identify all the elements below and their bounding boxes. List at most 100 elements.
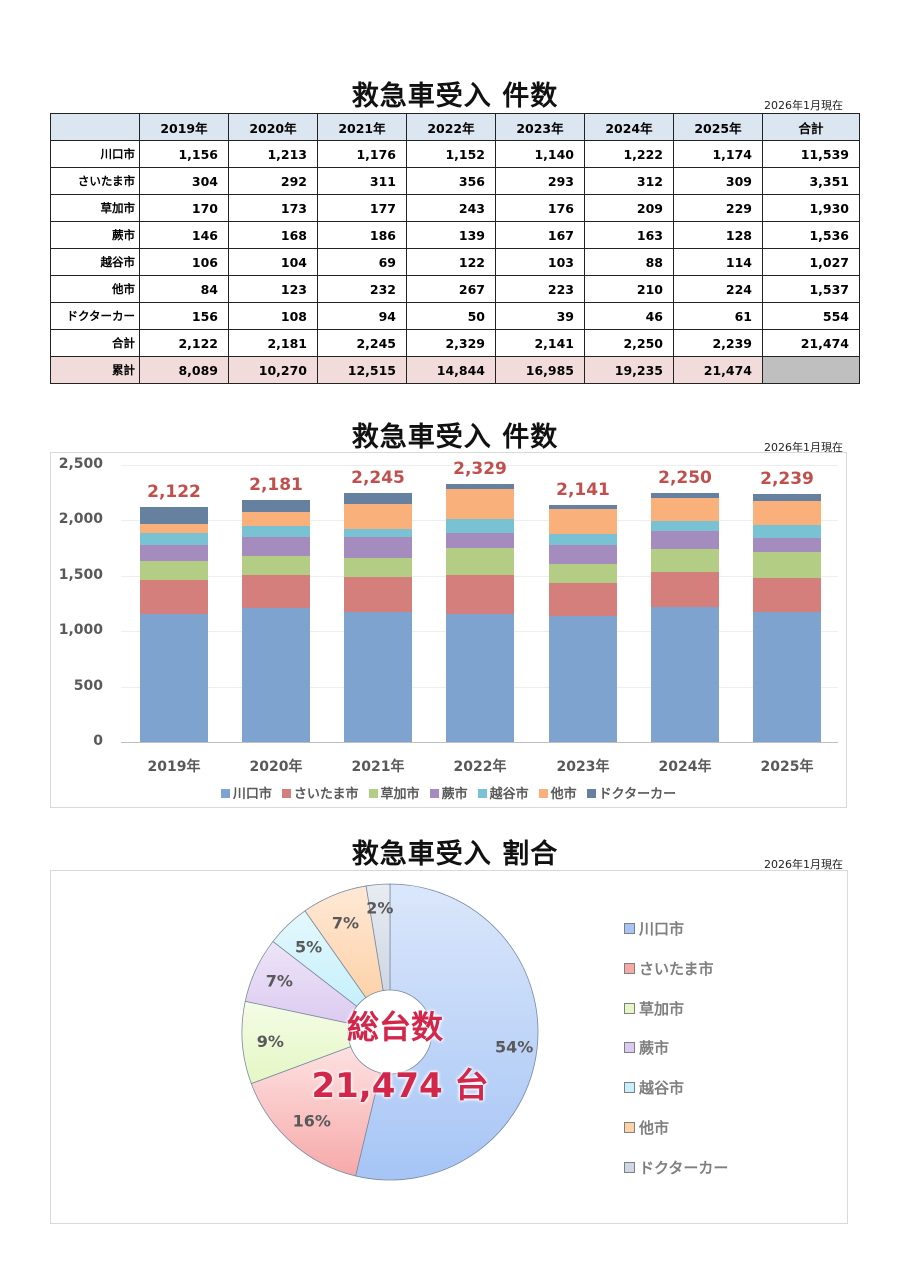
bar-segment <box>344 529 412 537</box>
table-cell: 176 <box>495 194 585 222</box>
table-cell: 210 <box>584 275 674 303</box>
y-axis-tick-label: 1,500 <box>58 566 103 583</box>
bar-segment <box>446 483 514 490</box>
table-cell: 50 <box>406 302 496 330</box>
legend-swatch-icon <box>368 789 378 798</box>
gridline <box>121 742 838 743</box>
legend-swatch-icon <box>624 1121 635 1133</box>
table-cell: 84 <box>139 275 229 303</box>
bar-segment <box>242 607 310 742</box>
bar-segment <box>753 538 821 553</box>
x-axis-tick-label: 2025年 <box>760 759 814 775</box>
pie-chart-legend: 川口市 さいたま市 草加市 蕨市 越谷市 他市 ドクターカー <box>624 918 728 1197</box>
table-row: 他市 84 123 232 267 223 210 224 1,537 <box>50 275 860 303</box>
row-header: 合計 <box>50 329 140 357</box>
bar-segment <box>549 509 617 534</box>
table-cell: 1,537 <box>762 275 860 303</box>
bar-segment <box>753 552 821 578</box>
bar-total-label: 2,329 <box>453 458 507 479</box>
table-cell: 103 <box>495 248 585 276</box>
table-cell: 1,213 <box>228 140 318 168</box>
bar-segment <box>344 557 412 578</box>
bar-segment <box>140 545 208 562</box>
bar-segment <box>344 611 412 742</box>
table-cell: 46 <box>584 302 674 330</box>
table-cell: 223 <box>495 275 585 303</box>
table-cell: 139 <box>406 221 496 249</box>
bar-segment <box>344 537 412 558</box>
table-cell: 173 <box>228 194 318 222</box>
table-row: 合計 2,122 2,181 2,245 2,329 2,141 2,250 2,239 21,… <box>50 329 860 357</box>
bar-chart-plot-area: 0 500 1,000 1,500 2,000 2,500 2,122 2019年 2,181 2… <box>51 453 846 807</box>
bar-total-label: 2,245 <box>351 468 405 489</box>
x-axis-tick-label: 2022年 <box>453 759 507 775</box>
table-cell: 2,239 <box>673 329 763 357</box>
table-cell: 12,515 <box>317 356 407 384</box>
legend-label: 蕨市 <box>441 787 468 802</box>
bar-segment <box>753 500 821 526</box>
x-axis-tick-label: 2021年 <box>351 759 405 775</box>
y-axis-tick-label: 0 <box>93 733 103 749</box>
table-cell: 1,174 <box>673 140 763 168</box>
bar-segment <box>753 525 821 539</box>
bar-segment <box>446 614 514 742</box>
table-cell: 167 <box>495 221 585 249</box>
table-cell: 21,474 <box>673 356 763 384</box>
data-table: 2019年 2020年 2021年 2022年 2023年 2024年 2025年 合計 川口… <box>50 113 860 384</box>
bar-segment <box>344 493 412 504</box>
legend-item: 草加市 <box>368 783 420 802</box>
bar-segment <box>549 504 617 510</box>
legend-swatch-icon <box>477 789 487 798</box>
table-cell: 106 <box>139 248 229 276</box>
table-row: 川口市 1,156 1,213 1,176 1,152 1,140 1,222 1,174 11… <box>50 140 860 168</box>
bar-segment <box>549 545 617 564</box>
table-cell: 309 <box>673 167 763 195</box>
legend-swatch-icon <box>281 789 291 798</box>
legend-item: ドクターカー <box>624 1157 728 1197</box>
legend-item: 蕨市 <box>429 783 468 802</box>
legend-label: 越谷市 <box>639 1079 685 1098</box>
y-axis-tick-label: 500 <box>73 677 103 694</box>
legend-label: 他市 <box>550 787 577 802</box>
table-cell: 69 <box>317 248 407 276</box>
bar-segment <box>651 497 719 522</box>
table-cell: 108 <box>228 302 318 330</box>
table-row: 越谷市 106 104 69 122 103 88 114 1,027 <box>50 248 860 276</box>
table-cell: 11,539 <box>762 140 860 168</box>
table-cell: 554 <box>762 302 860 330</box>
bar-chart: 0 500 1,000 1,500 2,000 2,500 2,122 2019年 2,181 2… <box>50 452 847 808</box>
row-header: 他市 <box>50 275 140 303</box>
total-count-value: 21,474 台 <box>311 1066 489 1106</box>
bar-segment <box>651 548 719 573</box>
legend-item: ドクターカー <box>586 783 676 802</box>
bar-segment <box>549 563 617 584</box>
legend-swatch-icon <box>624 1082 635 1094</box>
table-cell: 1,140 <box>495 140 585 168</box>
column-header: 2023年 <box>495 113 585 141</box>
table-cell: 14,844 <box>406 356 496 384</box>
table-cell: 293 <box>495 167 585 195</box>
table-cell: 2,245 <box>317 329 407 357</box>
column-header: 2022年 <box>406 113 496 141</box>
table-cell: 229 <box>673 194 763 222</box>
bar-segment <box>446 489 514 520</box>
x-axis-tick-label: 2023年 <box>556 759 610 775</box>
bar-total-label: 2,181 <box>249 475 303 496</box>
legend-item: 川口市 <box>220 783 272 802</box>
legend-swatch-icon <box>624 1161 635 1173</box>
table-cell: 1,156 <box>139 140 229 168</box>
bar-total-label: 2,122 <box>147 481 201 502</box>
table-cell: 243 <box>406 194 496 222</box>
bar-segment <box>140 580 208 614</box>
legend-item: 他市 <box>624 1117 728 1157</box>
bar-segment <box>140 613 208 742</box>
legend-label: 蕨市 <box>639 1039 670 1058</box>
table-cell: 209 <box>584 194 674 222</box>
row-header: 越谷市 <box>50 248 140 276</box>
table-cell: 61 <box>673 302 763 330</box>
bar-segment <box>242 556 310 576</box>
bar-chart-title: 救急車受入 件数 <box>351 422 559 453</box>
table-cell: 88 <box>584 248 674 276</box>
row-header: 累計 <box>50 356 140 384</box>
bar-total-label: 2,239 <box>760 468 814 489</box>
